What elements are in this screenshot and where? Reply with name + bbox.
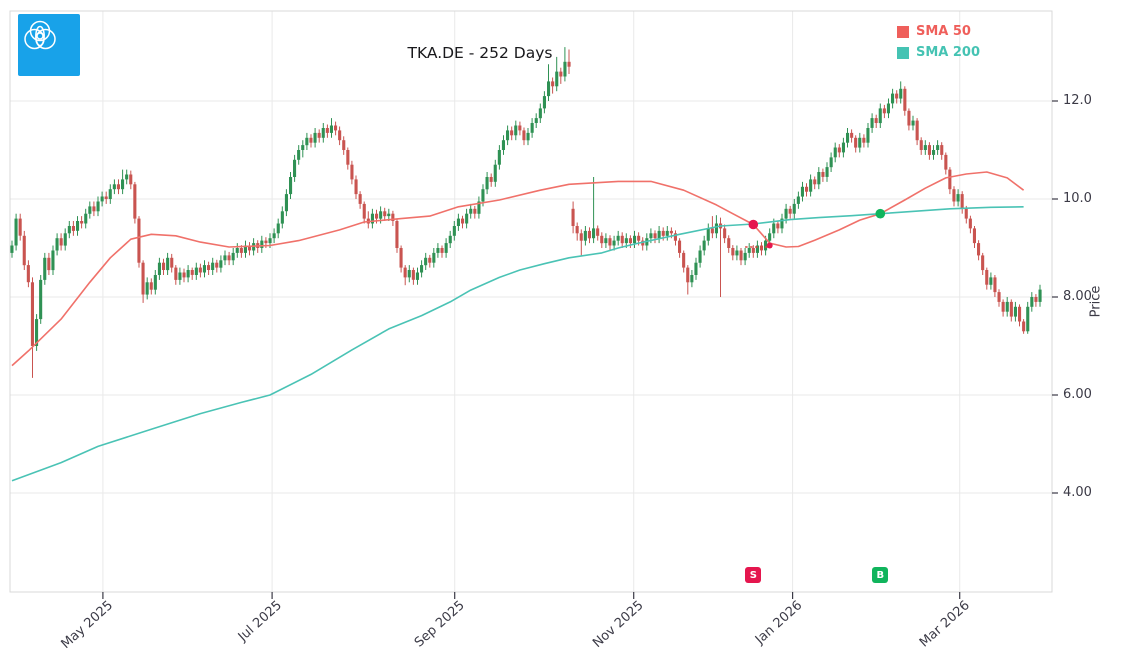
logo-icon: [24, 20, 56, 50]
chart-title: TKA.DE - 252 Days: [407, 44, 553, 62]
legend-item-sma200[interactable]: SMA 200: [897, 42, 980, 63]
y-tick-label: 10.0: [1063, 191, 1092, 206]
sma50-swatch-icon: [897, 25, 909, 38]
legend-item-sma50[interactable]: SMA 50: [897, 21, 980, 42]
buy-signal-badge[interactable]: B: [872, 567, 889, 583]
y-tick-label: 12.0: [1063, 93, 1092, 108]
sell-signal-badge[interactable]: S: [745, 567, 762, 583]
legend: SMA 50 SMA 200: [897, 21, 980, 63]
y-tick-label: 4.00: [1063, 485, 1092, 500]
y-tick-label: 8.00: [1063, 289, 1092, 304]
y-tick-label: 6.00: [1063, 387, 1092, 402]
legend-label-sma200: SMA 200: [916, 45, 981, 60]
app-logo[interactable]: [18, 14, 80, 76]
sma200-swatch-icon: [897, 46, 909, 59]
legend-label-sma50: SMA 50: [916, 24, 971, 39]
